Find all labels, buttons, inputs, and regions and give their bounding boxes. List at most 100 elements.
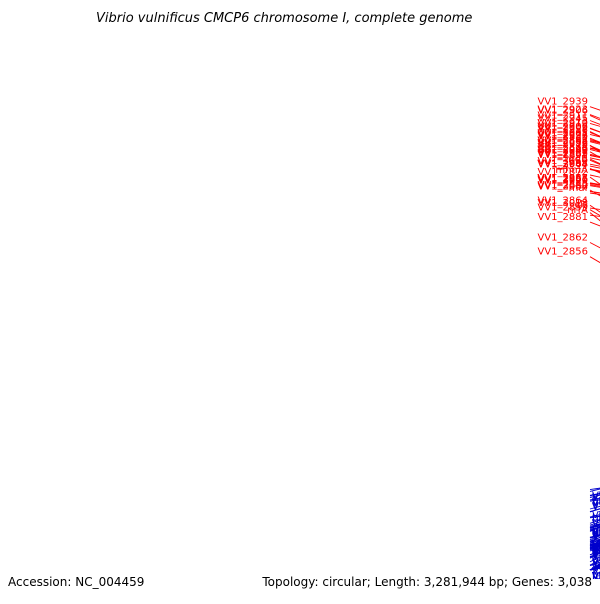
reverse-gene-label: VV1_2874 (592, 538, 600, 549)
reverse-gene-label: VV1_2971 (592, 571, 600, 582)
reverse-gene-label: VV1_3004 (592, 571, 600, 582)
reverse-gene-label: VV1_2843 (592, 571, 600, 582)
forward-gene-label: VV1_2882 (538, 135, 589, 146)
reverse-gene-label: VV1_2869 (592, 543, 600, 554)
reverse-gene-label: VV1_2968 (592, 571, 600, 582)
forward-gene-label: VV1_2859 (538, 203, 589, 214)
forward-gene-label: VV1_2923 (538, 105, 589, 116)
reverse-gene-label: VV1_3031 (592, 571, 600, 582)
reverse-gene-label: VV1_2918 (592, 524, 600, 535)
reverse-gene-label: VV1_3032 (592, 532, 600, 543)
reverse-gene-label: VV1_2953 (592, 547, 600, 558)
reverse-gene-label: VV1_3005 (592, 571, 600, 582)
forward-gene-label: VV1_2961 (538, 174, 589, 185)
reverse-gene-label: VV1_2868 (592, 545, 600, 556)
reverse-gene-label: VV1_3030 (592, 571, 600, 582)
reverse-gene-label: VV1_2963 (592, 501, 600, 512)
reverse-gene-label: cysB (592, 559, 600, 570)
forward-gene-label: VV1_2856 (538, 247, 589, 258)
reverse-gene-label: VV1_3001 (592, 497, 600, 508)
reverse-gene-label: VV1_2949 (592, 541, 600, 552)
reverse-gene-label: VV1_2809 (592, 571, 600, 582)
reverse-gene-label: VV1_2894 (592, 571, 600, 582)
reverse-gene-label: VV1_2900 (592, 502, 600, 513)
forward-gene-label: VV1_2909 (538, 122, 589, 133)
reverse-gene-label: VV1_2854 (592, 571, 600, 582)
forward-gene-label: VV1_2911 (538, 111, 589, 122)
reverse-gene-label: VV1_2866 (592, 531, 600, 542)
forward-gene-label: VV1_3064 (538, 159, 589, 170)
forward-gene-label: cls (575, 200, 589, 211)
forward-gene-label: VV1_2864 (538, 195, 589, 206)
reverse-gene-label: VV1_2914 (592, 546, 600, 557)
reverse-gene-label: VV1_2867 (592, 539, 600, 550)
forward-gene-label: VV1_2906 (538, 106, 589, 117)
forward-gene-label: VV1_2862 (538, 233, 589, 244)
reverse-gene-label: VV1_2929 (592, 549, 600, 560)
reverse-gene-label: cysS (592, 546, 600, 557)
reverse-gene-label: VV1_2930 (592, 519, 600, 530)
reverse-gene-label: VV1_2887 (592, 510, 600, 521)
forward-gene-label: VV1_2996 (538, 131, 589, 142)
forward-gene-label: nrdB (565, 154, 589, 165)
reverse-gene-label: VV1_2888 (592, 552, 600, 563)
reverse-gene-label: VV1_2993 (592, 571, 600, 582)
reverse-gene-label: VV1_2935 (592, 571, 600, 582)
reverse-gene-label: VV1_2826 (592, 571, 600, 582)
reverse-gene-label: VV1_3016 (592, 571, 600, 582)
reverse-gene-label: fabG (592, 571, 600, 582)
forward-gene-label: VV1_2945 (538, 113, 589, 124)
reverse-gene-label: VV1_2922 (592, 566, 600, 577)
reverse-gene-label: VV1_3000 (592, 556, 600, 567)
forward-gene-label: VV1_2902 (538, 122, 589, 133)
reverse-gene-label: VV1_2925 (592, 571, 600, 582)
forward-gene-label: VV1_3059 (538, 156, 589, 167)
forward-gene-label: nrfA (567, 205, 588, 216)
reverse-gene-label: VV1_2964 (592, 548, 600, 559)
forward-gene-label: VV1_2958 (538, 124, 589, 135)
forward-gene-label: VV1_2883 (538, 136, 589, 147)
reverse-gene-label: VV1_2893 (592, 529, 600, 540)
reverse-gene-label: VV1_2838 (592, 491, 600, 502)
reverse-gene-label: VV1_2835 (592, 571, 600, 582)
forward-gene-label: VV1_2939 (538, 97, 589, 108)
reverse-gene-label: VV1_2976 (592, 533, 600, 544)
reverse-gene-label: VV1_2892 (592, 567, 600, 578)
reverse-gene-label: VV1_2998 (592, 526, 600, 537)
map-title: Vibrio vulnificus CMCP6 chromosome I, co… (96, 11, 472, 26)
forward-gene-label: VV1_2884 (538, 142, 589, 153)
forward-gene-label: VV1_3018 (538, 198, 589, 209)
forward-gene-label: VV1_2880 (538, 180, 589, 191)
forward-gene-label: VV1_2881 (538, 212, 589, 223)
forward-gene-label: VV1_2957 (538, 173, 589, 184)
reverse-gene-label: VV1_2947 (592, 529, 600, 540)
reverse-gene-label: VV1_2875 (592, 529, 600, 540)
reverse-gene-label: VV1_2951 (592, 550, 600, 561)
forward-gene-label: VV1_3020 (538, 176, 589, 187)
reverse-gene-label: VV1_2962 (592, 544, 600, 555)
reverse-gene-label: VV1_2897 (592, 558, 600, 569)
forward-gene-label: VV1_2989 (538, 146, 589, 157)
reverse-gene-label: hisD (592, 496, 600, 507)
reverse-gene-label: VV1_2960 (592, 518, 600, 529)
forward-gene-label: VV1_3058 (538, 181, 589, 192)
forward-gene-label: VV1_2885 (538, 158, 589, 169)
reverse-gene-label: VV1_2967 (592, 563, 600, 574)
reverse-gene-label: acpP (592, 547, 600, 558)
forward-gene-label: VV1_2986 (538, 175, 589, 186)
reverse-gene-label: VV1_2970 (592, 543, 600, 554)
genome-summary-text: Topology: circular; Length: 3,281,944 bp… (261, 575, 592, 589)
reverse-gene-label: tmk (592, 513, 600, 524)
reverse-gene-label: VV1_3038 (592, 549, 600, 560)
reverse-gene-label: hisG (592, 571, 600, 582)
reverse-gene-label: bioD (592, 513, 600, 524)
reverse-gene-label: VV1_2931 (592, 539, 600, 550)
forward-gene-label: VV1_2889 (538, 149, 589, 160)
forward-gene-label: VV1_2904 (538, 159, 589, 170)
reverse-gene-label: VV1_2941 (592, 539, 600, 550)
reverse-gene-label: VV1_3039 (592, 571, 600, 582)
forward-gene-label: VV1_2956 (538, 138, 589, 149)
forward-gene-label: VV1_2988 (538, 173, 589, 184)
reverse-gene-label: VV1_2966 (592, 542, 600, 553)
